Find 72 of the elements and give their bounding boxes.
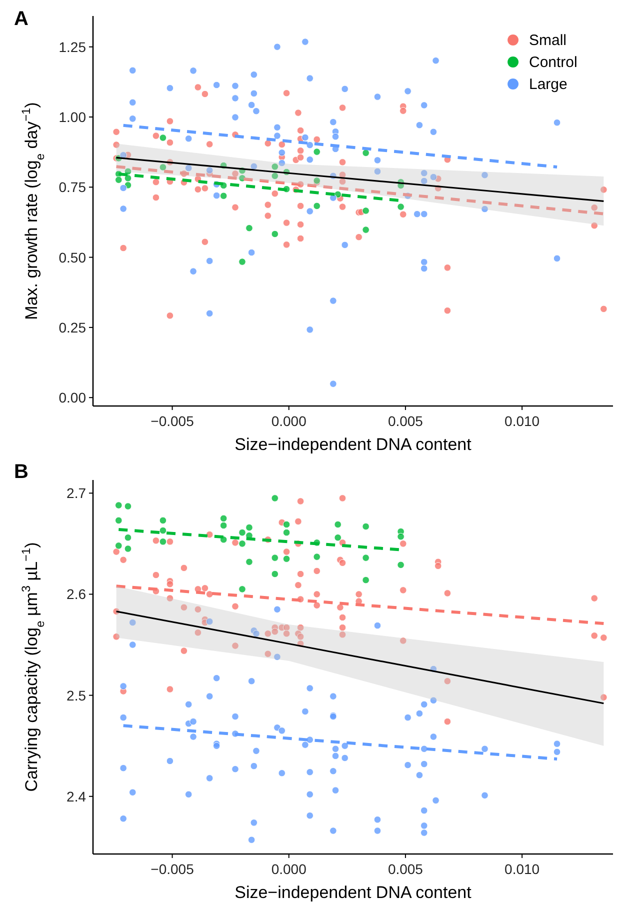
y-tick-label: 1.00 (58, 109, 86, 126)
point (159, 526, 167, 534)
point (115, 542, 122, 550)
point (313, 553, 321, 560)
point (220, 192, 228, 200)
point (271, 494, 279, 502)
point (159, 538, 167, 546)
point (397, 203, 404, 210)
point (246, 224, 253, 232)
point (334, 534, 342, 542)
y-tick-label: 2.7 (66, 485, 86, 502)
point (220, 522, 228, 530)
x-tick-label: −0.005 (150, 413, 194, 429)
point (124, 534, 132, 542)
point (362, 226, 370, 234)
point (115, 516, 122, 524)
chart-title: B (14, 461, 28, 483)
y-tick-label: 0.50 (58, 249, 86, 266)
y-tick-label: 1.25 (58, 38, 86, 55)
y-tick-label: 0.25 (58, 319, 86, 336)
point (246, 558, 253, 566)
point (362, 207, 370, 214)
point (334, 520, 342, 528)
point (271, 570, 279, 578)
point (124, 174, 132, 182)
y-tick-label: 0.75 (58, 179, 86, 196)
point (124, 502, 132, 510)
x-tick-label: 0.010 (504, 861, 540, 877)
point (397, 561, 404, 569)
x-tick-label: 0.005 (388, 413, 424, 429)
x-axis-title: Size−independent DNA content (234, 883, 472, 902)
point (282, 528, 290, 536)
legend-label: Small (529, 32, 567, 49)
point (238, 258, 246, 266)
point (271, 554, 279, 562)
y-tick-label: 2.4 (66, 788, 86, 804)
x-tick-label: 0.010 (504, 413, 540, 429)
point (271, 230, 279, 238)
x-tick-label: −0.005 (150, 861, 194, 877)
x-tick-label: 0.005 (388, 861, 424, 877)
point (362, 522, 370, 530)
y-tick-label: 2.6 (66, 586, 86, 602)
point (271, 172, 279, 180)
chart-title: A (14, 8, 28, 30)
y-tick-label: 0.00 (58, 390, 86, 406)
x-tick-label: 0.000 (271, 413, 307, 429)
point (238, 586, 246, 593)
point (313, 148, 321, 156)
point (238, 540, 246, 548)
legend-label: Large (529, 76, 568, 93)
y-tick-label: 2.5 (66, 687, 86, 704)
point (362, 149, 370, 157)
point (271, 163, 279, 170)
x-axis-title: Size−independent DNA content (234, 435, 472, 454)
point (124, 168, 132, 176)
point (397, 532, 404, 540)
point (282, 555, 290, 562)
point (362, 576, 370, 584)
point (220, 514, 228, 522)
point (159, 516, 167, 524)
point (159, 134, 167, 142)
point (282, 520, 290, 528)
point (115, 502, 122, 509)
point (124, 545, 132, 552)
point (238, 528, 246, 536)
x-tick-label: 0.000 (271, 861, 307, 877)
point (313, 202, 321, 210)
point (115, 176, 122, 184)
point (159, 164, 167, 171)
legend-label: Control (529, 54, 578, 71)
point (246, 524, 253, 532)
point (362, 554, 370, 562)
